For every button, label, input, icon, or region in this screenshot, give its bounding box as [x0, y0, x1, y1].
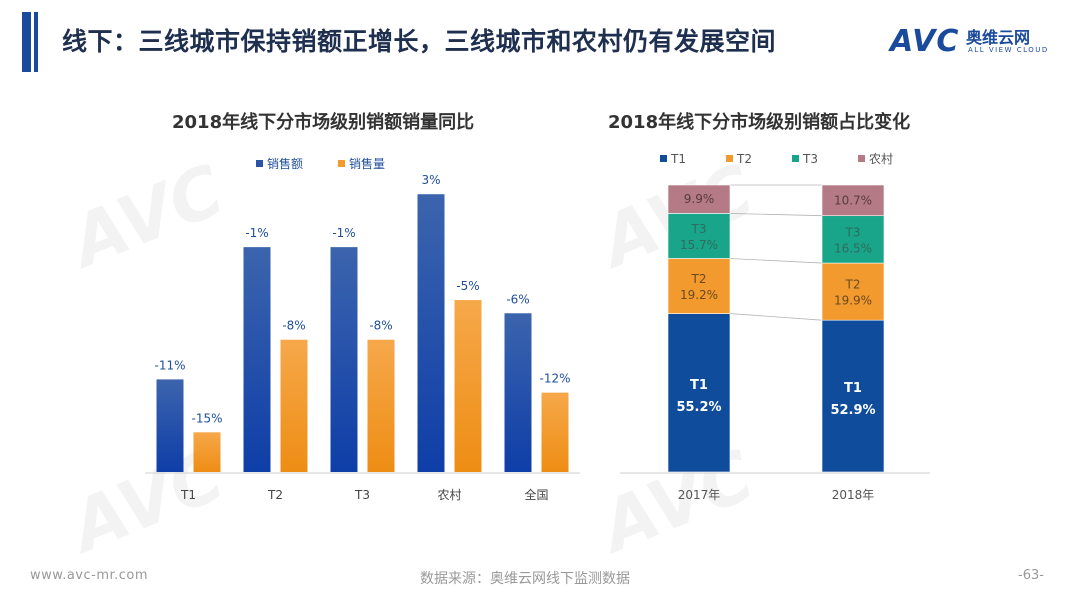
category-tick-label: 全国	[524, 487, 548, 502]
bar-sales-volume	[367, 339, 395, 472]
bar-sales-amount	[504, 313, 532, 472]
segment-series-label: T3	[845, 225, 861, 239]
category-tick-label: 2018年	[832, 488, 875, 502]
data-label: 3%	[421, 173, 440, 187]
segment-value-label: 52.9%	[830, 403, 875, 418]
data-label: -11%	[154, 358, 185, 372]
stacked-segment-农村	[821, 184, 885, 217]
series-connector-line	[729, 258, 823, 264]
segment-value-label: 19.9%	[834, 294, 872, 308]
stacked-segment-T2	[667, 258, 731, 314]
avc-logo: AVC 奥维云网 ALL VIEW CLOUD	[890, 24, 1060, 64]
segment-series-label: T1	[690, 378, 708, 393]
legend-swatch	[660, 155, 667, 162]
stacked-segment-T1	[821, 319, 885, 473]
data-label: -6%	[506, 292, 529, 306]
data-label: -15%	[191, 411, 222, 425]
legend-label: 销售额	[267, 156, 303, 171]
segment-value-label: 9.9%	[684, 192, 715, 206]
footer-url: www.avc-mr.com	[30, 568, 149, 583]
segment-value-label: 15.7%	[680, 238, 718, 252]
segment-value-label: 19.2%	[680, 288, 718, 302]
page-title: 线下：三线城市保持销额正增长，三线城市和农村仍有发展空间	[62, 27, 777, 56]
segment-series-label: T2	[845, 278, 861, 292]
segment-series-label: T3	[691, 222, 707, 236]
legend-label: 销售量	[349, 156, 385, 171]
legend-swatch	[338, 160, 345, 167]
segment-value-label: 55.2%	[676, 400, 721, 415]
bar-sales-volume	[280, 339, 308, 472]
bar-sales-volume	[454, 300, 482, 472]
data-label: -5%	[456, 279, 479, 293]
category-tick-label: T2	[267, 488, 283, 502]
right-chart-title: 2018年线下分市场级别销额占比变化	[608, 112, 911, 133]
legend-swatch	[726, 155, 733, 162]
left-bar-chart: -11% -15% T1 -1% -8% T2 -1% -8% T3 3% -5% 农村 -6% -12%…	[145, 156, 580, 502]
logo-english-name: ALL VIEW CLOUD	[968, 46, 1049, 54]
legend-label: T3	[802, 152, 818, 166]
series-connector-line	[729, 213, 823, 217]
data-label: -1%	[332, 226, 355, 240]
legend-label: 农村	[869, 152, 893, 166]
legend-swatch	[256, 160, 263, 167]
segment-value-label: 16.5%	[834, 241, 872, 255]
category-tick-label: 农村	[437, 488, 461, 502]
data-label: -8%	[282, 319, 305, 333]
header-accent-bar	[22, 12, 31, 72]
stacked-segment-T3	[667, 213, 731, 259]
right-stacked-chart: T1 55.2% T2 19.2% T3 15.7% 9.9% 2017年 T1 52.9% T2 1…	[620, 152, 930, 502]
bar-sales-amount	[330, 247, 358, 472]
page-number: -63-	[1018, 568, 1044, 583]
bar-sales-volume	[541, 392, 569, 472]
category-tick-label: 2017年	[678, 488, 721, 502]
stacked-segment-农村	[667, 184, 731, 214]
category-tick-label: T1	[180, 488, 196, 502]
left-chart-title: 2018年线下分市场级别销额销量同比	[172, 112, 475, 133]
stacked-segment-T1	[667, 313, 731, 473]
footer-source: 数据来源：奥维云网线下监测数据	[420, 571, 630, 587]
legend-swatch	[858, 155, 865, 162]
legend-label: T2	[736, 152, 752, 166]
legend-swatch	[792, 155, 799, 162]
legend-label: T1	[670, 152, 686, 166]
segment-value-label: 10.7%	[834, 193, 872, 207]
data-label: -1%	[245, 226, 268, 240]
category-tick-label: T3	[354, 488, 370, 502]
series-connector-line	[729, 313, 823, 321]
stacked-segment-T2	[821, 262, 885, 321]
bar-sales-amount	[417, 194, 445, 472]
segment-series-label: T1	[844, 381, 862, 396]
logo-chinese-name: 奥维云网	[966, 28, 1031, 47]
data-label: -12%	[539, 372, 570, 386]
header-accent-bar-thin	[34, 12, 38, 72]
segment-series-label: T2	[691, 272, 707, 286]
bar-sales-amount	[156, 379, 184, 472]
bar-sales-amount	[243, 247, 271, 472]
bar-sales-volume	[193, 432, 221, 472]
logo-mark: AVC	[890, 24, 960, 59]
data-label: -8%	[369, 319, 392, 333]
